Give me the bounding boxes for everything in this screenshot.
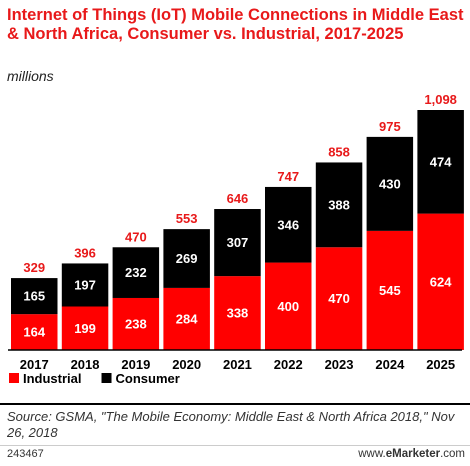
- x-tick-label-2024: 2024: [375, 357, 405, 372]
- x-tick-label-2018: 2018: [71, 357, 100, 372]
- bar-industrial-2018: [61, 306, 109, 350]
- data-label-industrial-2023: 470: [328, 291, 350, 306]
- source-note: Source: GSMA, "The Mobile Economy: Middl…: [7, 409, 455, 440]
- brand-prefix: www.: [358, 448, 386, 460]
- bar-consumer-2018: [61, 263, 109, 307]
- chart-id: 243467: [7, 448, 44, 460]
- data-label-industrial-2020: 284: [176, 311, 198, 326]
- total-label-2017: 329: [23, 260, 45, 275]
- data-label-consumer-2019: 232: [125, 265, 147, 280]
- legend-label-industrial: Industrial: [23, 371, 82, 386]
- bar-industrial-2022: [265, 262, 312, 350]
- bar-industrial-2017: [11, 314, 58, 350]
- total-label-2024: 975: [379, 119, 401, 134]
- data-label-consumer-2024: 430: [379, 176, 401, 191]
- data-label-industrial-2018: 199: [74, 321, 96, 336]
- bar-consumer-2024: [366, 136, 414, 231]
- bar-industrial-2024: [366, 230, 414, 350]
- stacked-bar-chart: 164 165 329 2017 199 197 396 2018 238 232 470 2019 2…: [8, 92, 464, 386]
- footer-divider: [0, 445, 470, 446]
- x-tick-label-2021: 2021: [223, 357, 252, 372]
- data-label-industrial-2022: 400: [277, 299, 299, 314]
- bar-industrial-2023: [315, 247, 363, 350]
- data-label-industrial-2025: 624: [430, 274, 452, 289]
- data-label-consumer-2020: 269: [176, 251, 198, 266]
- data-label-industrial-2024: 545: [379, 283, 401, 298]
- bar-consumer-2019: [112, 247, 160, 298]
- total-label-2023: 858: [328, 144, 350, 159]
- data-label-industrial-2021: 338: [227, 306, 249, 321]
- chart-title: Internet of Things (IoT) Mobile Connecti…: [7, 6, 464, 43]
- bar-industrial-2025: [417, 213, 464, 350]
- data-label-consumer-2025: 474: [430, 154, 452, 169]
- data-label-consumer-2022: 346: [277, 217, 299, 232]
- bar-industrial-2019: [112, 297, 160, 350]
- brand-logo: www.eMarketer.com: [358, 448, 465, 460]
- total-label-2019: 470: [125, 229, 147, 244]
- bar-consumer-2023: [315, 162, 363, 248]
- legend-swatch-industrial: [9, 373, 19, 383]
- legend-swatch-consumer: [101, 373, 112, 383]
- bar-consumer-2017: [11, 278, 58, 315]
- x-tick-label-2020: 2020: [172, 357, 201, 372]
- total-label-2020: 553: [176, 211, 198, 226]
- bar-industrial-2020: [163, 287, 210, 350]
- legend-label-consumer: Consumer: [116, 371, 180, 386]
- x-tick-label-2019: 2019: [121, 357, 150, 372]
- bar-consumer-2021: [214, 209, 261, 277]
- total-label-2021: 646: [227, 191, 249, 206]
- x-tick-label-2022: 2022: [274, 357, 303, 372]
- data-label-consumer-2021: 307: [227, 235, 249, 250]
- x-tick-label-2023: 2023: [325, 357, 354, 372]
- data-label-consumer-2018: 197: [74, 277, 96, 292]
- data-label-industrial-2019: 238: [125, 316, 147, 331]
- bar-consumer-2025: [417, 110, 464, 214]
- chart-subtitle: millions: [7, 68, 54, 84]
- data-label-consumer-2023: 388: [328, 197, 350, 212]
- data-label-industrial-2017: 164: [23, 325, 45, 340]
- brand-name: eMarketer: [385, 448, 441, 460]
- bar-industrial-2021: [214, 276, 261, 350]
- data-label-consumer-2017: 165: [23, 289, 45, 304]
- brand-suffix: .com: [440, 448, 465, 460]
- source-divider: [0, 403, 470, 405]
- total-label-2022: 747: [277, 169, 299, 184]
- total-label-2025: 1,098: [424, 92, 457, 107]
- x-tick-label-2025: 2025: [426, 357, 455, 372]
- bar-consumer-2022: [265, 186, 312, 263]
- total-label-2018: 396: [74, 245, 96, 260]
- bar-consumer-2020: [163, 229, 210, 288]
- x-tick-label-2017: 2017: [20, 357, 49, 372]
